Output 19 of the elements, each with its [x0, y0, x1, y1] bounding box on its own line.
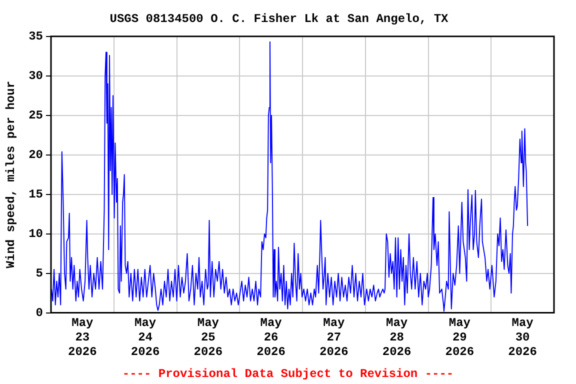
- x-tick-label: May 27 2026: [320, 316, 348, 359]
- x-tick-label: May 28 2026: [382, 316, 412, 359]
- x-tick-label: May 26 2026: [256, 316, 286, 359]
- y-tick-label: 30: [28, 68, 43, 83]
- x-tick-label: May 30 2026: [508, 316, 537, 359]
- y-tick-label: 10: [28, 226, 43, 241]
- x-tick-label: May 24 2026: [130, 316, 160, 359]
- y-tick-label: 5: [36, 266, 43, 280]
- x-tick-label: May 25 2026: [194, 316, 223, 359]
- x-tick-label: May 29 2026: [445, 316, 474, 359]
- text: ---- Provisional Data Subject to Revision ----: [122, 367, 454, 382]
- y-axis-title: Wind speed, miles per hour: [4, 80, 18, 268]
- y-tick-label: 20: [28, 148, 43, 162]
- y-tick-label: 0: [36, 306, 43, 320]
- y-tick-label: 25: [28, 108, 43, 122]
- chart-title: USGS 08134500 O. C. Fisher Lk at San Angelo, TX: [110, 12, 450, 26]
- y-tick-label: 15: [28, 187, 43, 202]
- y-tick-label: 35: [28, 29, 43, 44]
- x-tick-label: May 23 2026: [68, 316, 97, 359]
